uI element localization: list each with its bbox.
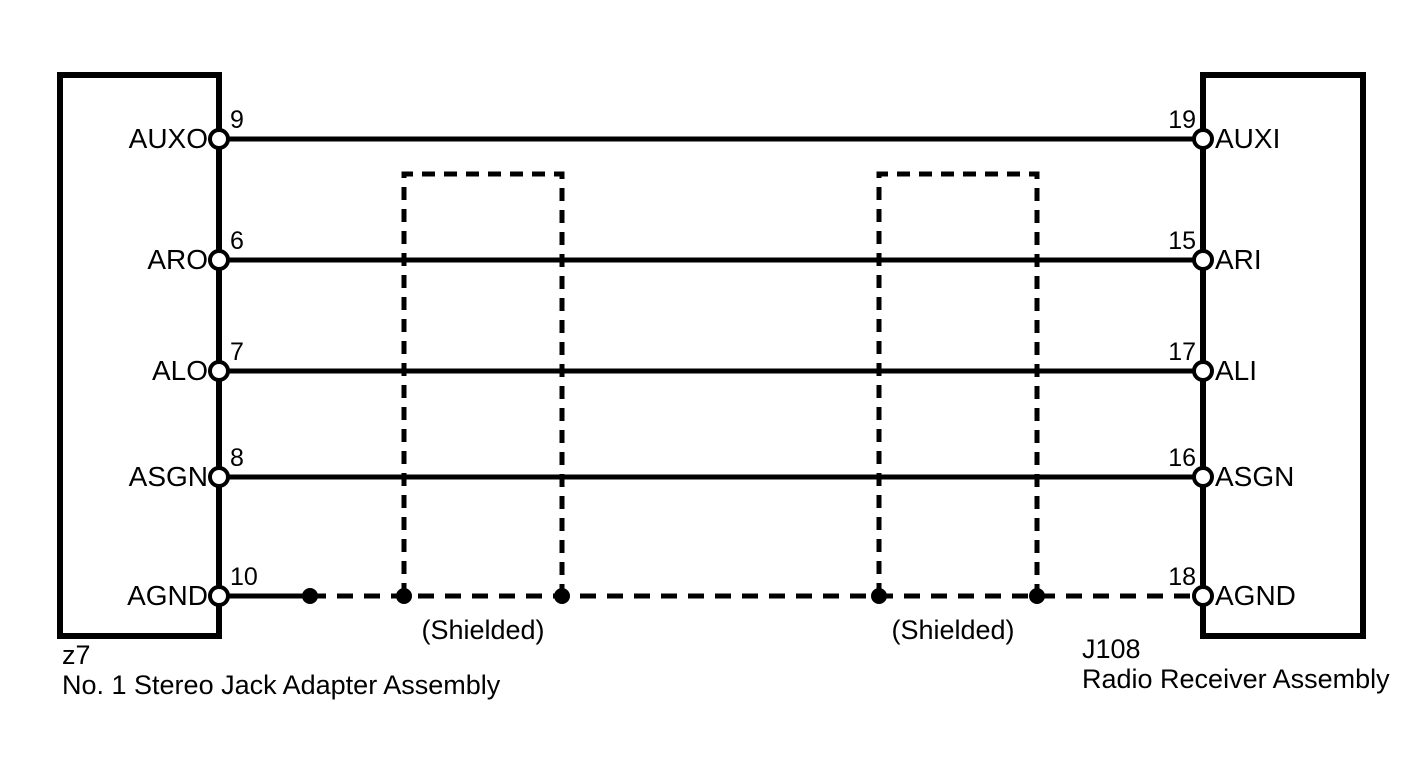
junction-dot <box>554 588 570 604</box>
right-pin-number: 17 <box>1168 338 1196 366</box>
shield-label: (Shielded) <box>891 615 1015 645</box>
pin-terminal-asgn-left <box>208 466 230 488</box>
junction-dot <box>871 588 887 604</box>
left-connector-designator: z7 <box>62 640 91 670</box>
left-connector-name: No. 1 Stereo Jack Adapter Assembly <box>62 670 501 700</box>
shield-outline <box>401 171 565 596</box>
left-pin-number: 7 <box>230 338 244 366</box>
right-pin-signal-label: AGND <box>1215 580 1296 611</box>
left-pin-number: 9 <box>230 106 244 134</box>
pin-terminal-alo-left <box>208 360 230 382</box>
left-pin-signal-label: AGND <box>127 580 208 611</box>
right-pin-signal-label: ALI <box>1215 355 1258 386</box>
left-pin-signal-label: AUXO <box>128 123 208 154</box>
pin-terminal-auxo-left <box>208 128 230 150</box>
pin-terminal-asgn-right <box>1192 466 1214 488</box>
pin-terminal-agnd-left <box>208 585 230 607</box>
right-connector-box <box>1200 72 1366 639</box>
left-pin-signal-label: ARO <box>147 244 208 275</box>
right-pin-number: 15 <box>1168 227 1196 255</box>
shield-label: (Shielded) <box>421 615 545 645</box>
right-connector-name: Radio Receiver Assembly <box>1082 664 1390 694</box>
junction-dot <box>302 588 318 604</box>
shield-outline <box>876 171 1040 596</box>
left-pin-number: 8 <box>230 444 244 472</box>
right-pin-number: 18 <box>1168 563 1196 591</box>
pin-terminal-auxi-right <box>1192 128 1214 150</box>
right-connector-designator: J108 <box>1082 634 1141 664</box>
left-pin-number: 10 <box>230 563 258 591</box>
right-pin-signal-label: ARI <box>1215 244 1262 275</box>
left-pin-number: 6 <box>230 227 244 255</box>
junction-dot <box>396 588 412 604</box>
right-pin-number: 19 <box>1168 106 1196 134</box>
pin-terminal-ari-right <box>1192 249 1214 271</box>
left-connector-box <box>57 72 222 639</box>
junction-dot <box>1029 588 1045 604</box>
right-pin-number: 16 <box>1168 444 1196 472</box>
pin-terminal-agnd-right <box>1192 585 1214 607</box>
right-pin-signal-label: ASGN <box>1215 461 1295 492</box>
pin-terminal-ali-right <box>1192 360 1214 382</box>
right-pin-signal-label: AUXI <box>1215 123 1281 154</box>
left-pin-signal-label: ASGN <box>128 461 208 492</box>
pin-terminal-aro-left <box>208 249 230 271</box>
left-pin-signal-label: ALO <box>151 355 208 386</box>
